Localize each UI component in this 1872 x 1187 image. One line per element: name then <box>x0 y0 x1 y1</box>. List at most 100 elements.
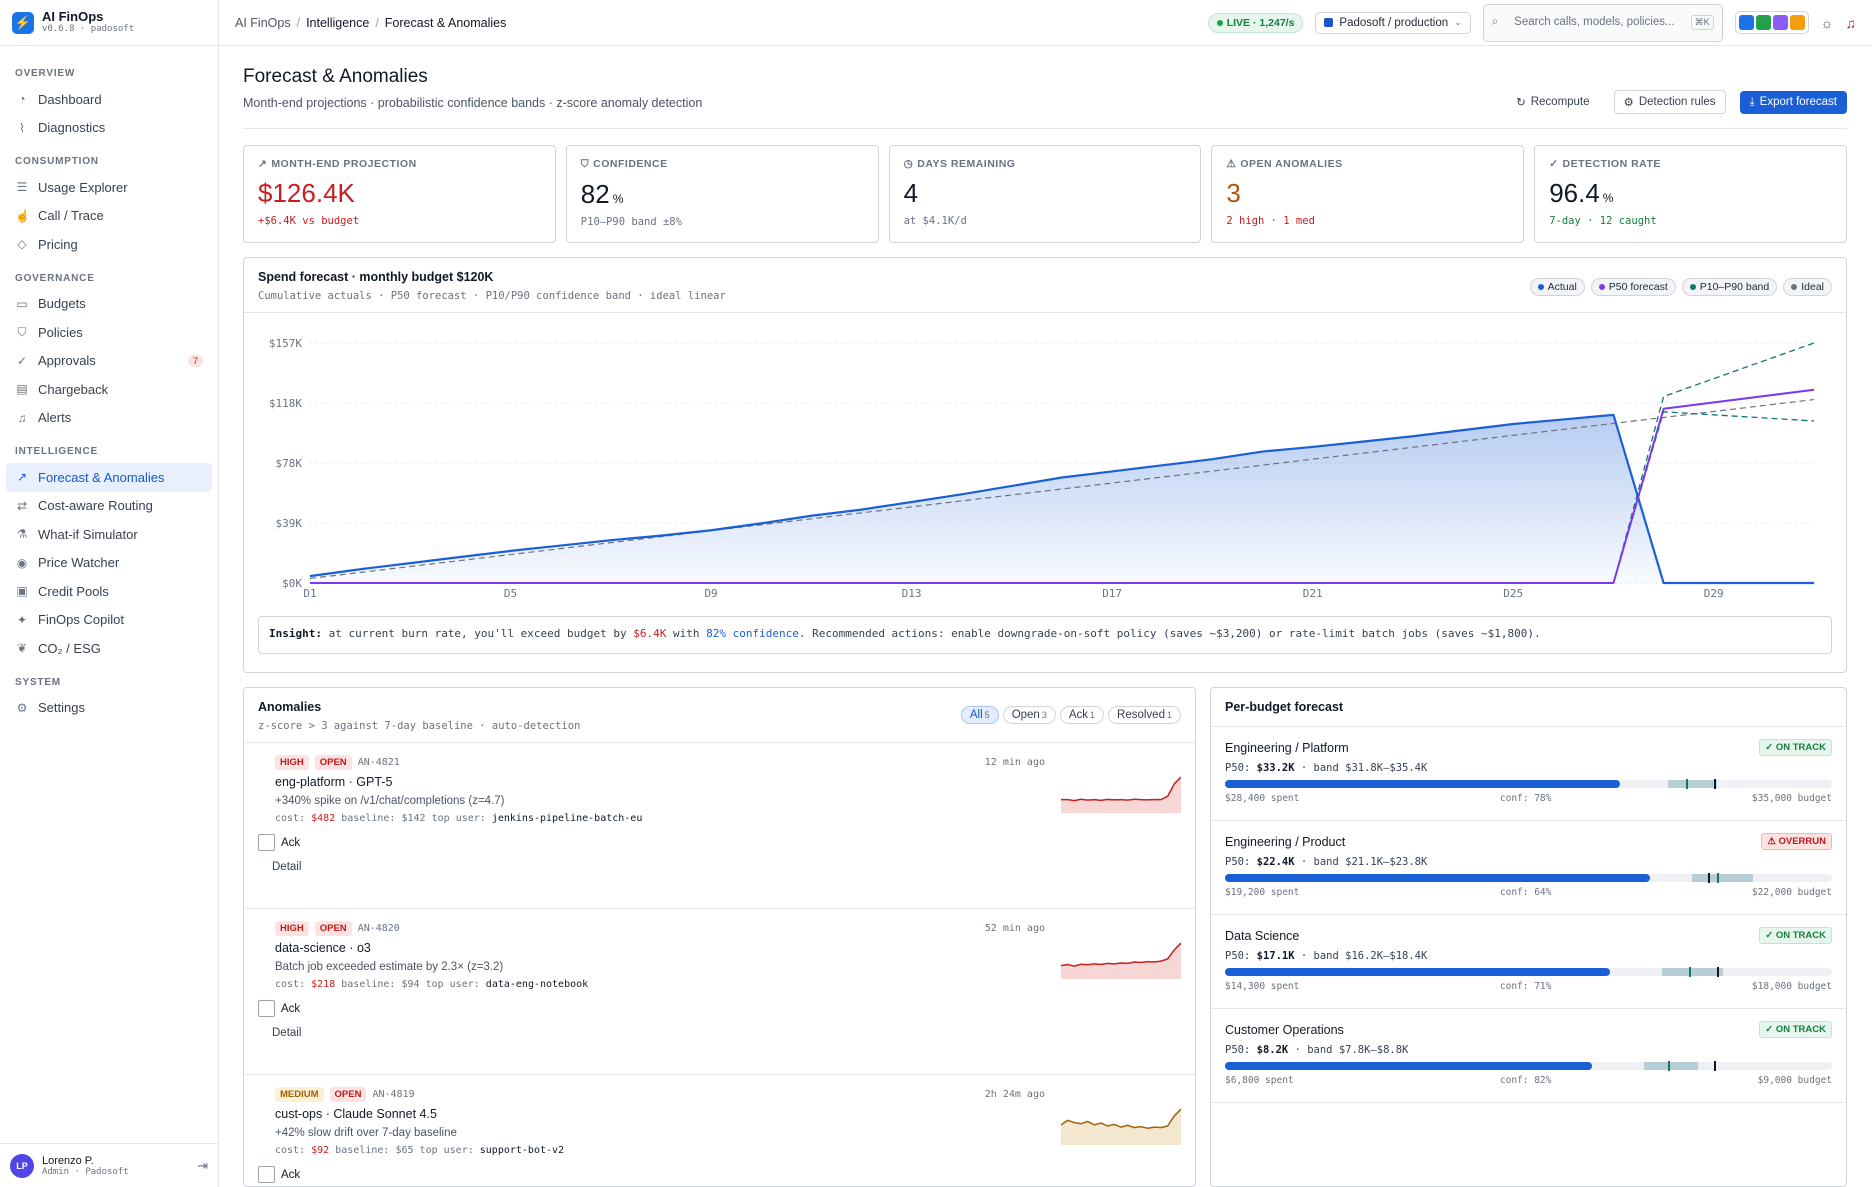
kpi-card: ⚠ OPEN ANOMALIES 3 2 high · 1 med <box>1211 145 1525 243</box>
sun-icon[interactable]: ☼ <box>1820 14 1834 31</box>
y-tick-label: $118K <box>269 397 302 410</box>
budget-header: Customer Operations ✓ ON TRACK <box>1225 1021 1832 1038</box>
theme-swatch[interactable] <box>1755 15 1771 30</box>
search-input[interactable]: ⌕ Search calls, models, policies... ⌘K <box>1482 3 1723 42</box>
sidebar-item-policies[interactable]: ⛉ Policies <box>6 318 212 347</box>
p50-marker <box>1668 1061 1671 1071</box>
brand[interactable]: ⚡ AI FinOps v0.6.8 · padosoft <box>0 0 218 46</box>
ack-checkbox[interactable]: Ack <box>258 1166 1181 1183</box>
avatar[interactable]: LP <box>10 1153 34 1178</box>
sidebar-item-pricing[interactable]: ◇ Pricing <box>6 230 212 259</box>
legend-item[interactable]: P50 forecast <box>1590 278 1676 296</box>
kpi-card: ◷ DAYS REMAINING 4 at $4.1K/d <box>888 145 1202 243</box>
legend-item[interactable]: P10–P90 band <box>1681 278 1778 296</box>
nav-group: GOVERNANCE ▭ Budgets ⛉ Policies ✓ Approvals 7 ▤ C… <box>6 269 212 433</box>
sidebar-item-budgets[interactable]: ▭ Budgets <box>6 290 212 319</box>
nav-group-label: SYSTEM <box>15 676 61 688</box>
legend-item[interactable]: Actual <box>1529 278 1585 296</box>
sidebar-item-label: Diagnostics <box>38 120 106 136</box>
band-range: · band $16.2K–$18.4K <box>1300 950 1428 962</box>
status-badge: OPEN <box>329 1087 367 1102</box>
legend-label: Ideal <box>1801 281 1824 293</box>
sidebar-item-cost-aware-routing[interactable]: ⇄ Cost-aware Routing <box>6 492 212 521</box>
sidebar-item-diagnostics[interactable]: ⌇ Diagnostics <box>6 114 212 143</box>
filter-count: 1 <box>1166 710 1172 720</box>
anomaly-title[interactable]: cust-ops · Claude Sonnet 4.5 <box>275 1107 437 1121</box>
checkbox-icon[interactable] <box>258 1000 275 1017</box>
sidebar-item-call-trace[interactable]: ☝ Call / Trace <box>6 202 212 231</box>
sidebar: ⚡ AI FinOps v0.6.8 · padosoft OVERVIEW ◔ D… <box>0 0 219 1187</box>
kpi-subtext: 2 high · 1 med <box>1226 215 1315 227</box>
kpi-label: ⛉ CONFIDENCE <box>581 158 864 171</box>
anomaly-item: HIGH OPEN AN-4821 12 min ago eng-platform · … <box>244 743 1195 909</box>
baseline-label: baseline: <box>341 979 396 990</box>
budget-forecast-item[interactable]: Data Science ✓ ON TRACK P50: $17.1K · band… <box>1211 915 1846 1009</box>
filter-all[interactable]: All 5 <box>960 706 999 724</box>
budget-forecast-item[interactable]: Engineering / Platform ✓ ON TRACK P50: $33… <box>1211 727 1846 821</box>
checkbox-icon[interactable] <box>258 1166 275 1183</box>
sidebar-item-settings[interactable]: ⚙ Settings <box>6 694 212 723</box>
recompute-button[interactable]: ↻ Recompute <box>1506 90 1599 114</box>
baseline-label: baseline: <box>341 813 396 824</box>
kpi-row: ↗ MONTH-END PROJECTION $126.4K +$6.4K vs bu… <box>243 145 1847 243</box>
detail-link[interactable]: Detail <box>272 1027 302 1039</box>
budget-marker <box>1707 873 1710 883</box>
ack-checkbox[interactable]: Ack <box>258 1000 1181 1017</box>
detail-link[interactable]: Detail <box>272 861 302 873</box>
environment-select[interactable]: Padosoft / production ⌄ <box>1315 11 1471 34</box>
anomaly-sparkline <box>1061 776 1181 813</box>
sidebar-item-alerts[interactable]: ♫ Alerts <box>6 404 212 433</box>
detection-rules-button[interactable]: ⚙ Detection rules <box>1613 90 1726 114</box>
budget-spent-fill <box>1225 968 1611 976</box>
nav-group: SYSTEM ⚙ Settings <box>6 673 212 723</box>
sidebar-item-co-esg[interactable]: ❦ CO₂ / ESG <box>6 634 212 663</box>
sidebar-item-dashboard[interactable]: ◔ Dashboard <box>6 85 212 114</box>
anomaly-title[interactable]: eng-platform · GPT-5 <box>275 775 393 789</box>
sidebar-item-what-if-simulator[interactable]: ⚗ What-if Simulator <box>6 520 212 549</box>
theme-swatch[interactable] <box>1789 15 1805 30</box>
budget-forecast-item[interactable]: Engineering / Product ⚠ OVERRUN P50: $22.4… <box>1211 821 1846 915</box>
sidebar-item-forecast-anomalies[interactable]: ↗ Forecast & Anomalies <box>6 463 212 492</box>
cost-label: cost: <box>275 813 306 824</box>
nav-group: OVERVIEW ◔ Dashboard ⌇ Diagnostics <box>6 64 212 142</box>
budget-spent-fill <box>1225 1062 1593 1070</box>
baseline-value: $65 <box>395 1145 414 1156</box>
budget-forecast-item[interactable]: Customer Operations ✓ ON TRACK P50: $8.2K … <box>1211 1009 1846 1103</box>
check-circle-icon: ✓ <box>16 353 28 368</box>
top-user-value: data-eng-notebook <box>485 979 589 990</box>
filter-ack[interactable]: Ack 1 <box>1059 706 1105 724</box>
theme-swatches[interactable] <box>1734 11 1809 34</box>
insight-text-1: at current burn rate, you'll exceed budg… <box>321 627 634 640</box>
filter-label: Ack <box>1068 709 1089 721</box>
breadcrumb-section[interactable]: Intelligence <box>306 15 370 30</box>
checkbox-icon[interactable] <box>258 834 275 851</box>
breadcrumb-root[interactable]: AI FinOps <box>235 15 291 30</box>
kpi-subtext: +$6.4K vs budget <box>258 215 360 227</box>
budget-progress-bar <box>1225 873 1832 883</box>
filter-resolved[interactable]: Resolved 1 <box>1108 706 1181 724</box>
filter-open[interactable]: Open 3 <box>1002 706 1056 724</box>
bell-icon[interactable]: ♫ <box>1845 14 1857 31</box>
ack-checkbox[interactable]: Ack <box>258 834 1181 851</box>
legend-item[interactable]: Ideal <box>1783 278 1832 296</box>
kpi-value: $126.4K <box>258 178 541 209</box>
sidebar-item-credit-pools[interactable]: ▣ Credit Pools <box>6 577 212 606</box>
export-forecast-button[interactable]: ⤓ Export forecast <box>1739 90 1847 114</box>
logout-icon[interactable]: ⇥ <box>197 1157 208 1173</box>
kpi-unit: % <box>612 192 624 206</box>
anomaly-title[interactable]: data-science · o3 <box>275 941 371 955</box>
x-tick-label: D9 <box>704 587 717 600</box>
sidebar-item-approvals[interactable]: ✓ Approvals 7 <box>6 347 212 376</box>
theme-swatch[interactable] <box>1772 15 1788 30</box>
sidebar-item-usage-explorer[interactable]: ☰ Usage Explorer <box>6 173 212 202</box>
theme-swatch[interactable] <box>1738 15 1754 30</box>
sidebar-item-chargeback[interactable]: ▤ Chargeback <box>6 375 212 404</box>
kpi-value: 96.4% <box>1549 178 1832 209</box>
sidebar-item-price-watcher[interactable]: ◉ Price Watcher <box>6 549 212 578</box>
filter-count: 3 <box>1041 710 1047 720</box>
check-icon: ✓ <box>1549 158 1559 170</box>
sidebar-item-finops-copilot[interactable]: ✦ FinOps Copilot <box>6 606 212 635</box>
budget-footer: $28,400 spent conf: 78% $35,000 budget <box>1225 793 1832 804</box>
forecast-chart: $0K $39K $78K $118K $157K D1 D5 D9 D13 D17 D21 D25 D… <box>269 337 1815 600</box>
p50-forecast-line <box>310 388 1815 584</box>
